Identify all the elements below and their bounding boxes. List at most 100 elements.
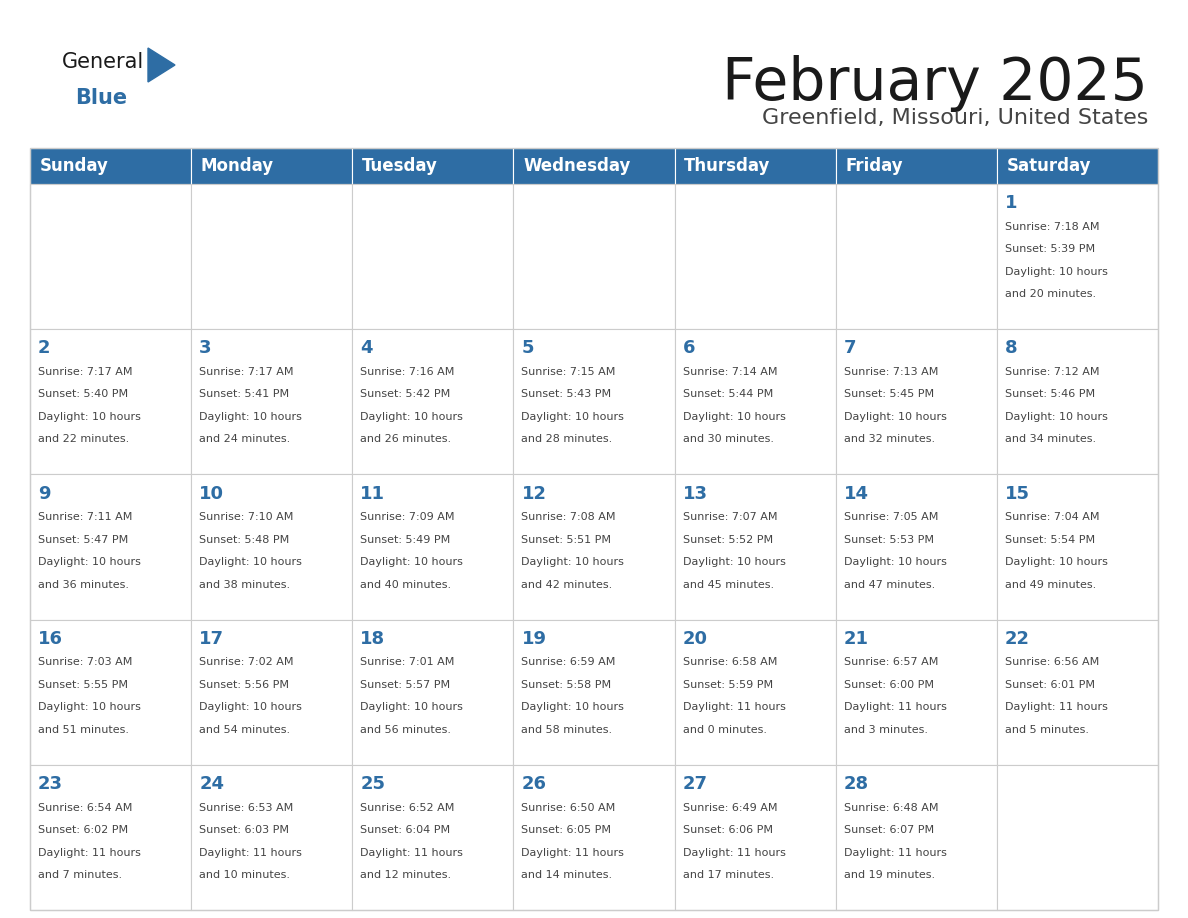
Text: and 28 minutes.: and 28 minutes.: [522, 434, 613, 444]
Text: and 7 minutes.: and 7 minutes.: [38, 870, 122, 880]
Text: and 22 minutes.: and 22 minutes.: [38, 434, 129, 444]
Text: Sunset: 5:41 PM: Sunset: 5:41 PM: [200, 389, 290, 399]
Text: Daylight: 10 hours: Daylight: 10 hours: [360, 412, 463, 422]
Text: February 2025: February 2025: [722, 55, 1148, 112]
Text: and 26 minutes.: and 26 minutes.: [360, 434, 451, 444]
Text: Daylight: 10 hours: Daylight: 10 hours: [1005, 267, 1107, 276]
Text: Sunrise: 7:15 AM: Sunrise: 7:15 AM: [522, 367, 615, 377]
Text: Sunrise: 6:52 AM: Sunrise: 6:52 AM: [360, 802, 455, 812]
Text: Daylight: 10 hours: Daylight: 10 hours: [683, 412, 785, 422]
Text: and 40 minutes.: and 40 minutes.: [360, 579, 451, 589]
Text: and 34 minutes.: and 34 minutes.: [1005, 434, 1097, 444]
Text: Daylight: 10 hours: Daylight: 10 hours: [38, 412, 141, 422]
Text: Tuesday: Tuesday: [362, 157, 438, 175]
Text: Daylight: 10 hours: Daylight: 10 hours: [843, 557, 947, 567]
Bar: [675, 620, 835, 765]
Bar: [513, 765, 675, 910]
Text: Sunset: 6:03 PM: Sunset: 6:03 PM: [200, 825, 289, 835]
Text: Greenfield, Missouri, United States: Greenfield, Missouri, United States: [762, 108, 1148, 128]
Text: 13: 13: [683, 485, 708, 502]
Text: Sunset: 6:05 PM: Sunset: 6:05 PM: [522, 825, 612, 835]
Bar: [191, 148, 353, 184]
Text: Sunrise: 7:18 AM: Sunrise: 7:18 AM: [1005, 222, 1099, 231]
Text: 17: 17: [200, 630, 225, 648]
Text: Daylight: 10 hours: Daylight: 10 hours: [360, 702, 463, 712]
Bar: [835, 765, 997, 910]
Text: 9: 9: [38, 485, 51, 502]
Text: Daylight: 11 hours: Daylight: 11 hours: [683, 702, 785, 712]
Text: Sunset: 6:06 PM: Sunset: 6:06 PM: [683, 825, 772, 835]
Text: and 51 minutes.: and 51 minutes.: [38, 725, 129, 735]
Text: Daylight: 10 hours: Daylight: 10 hours: [522, 702, 625, 712]
Text: and 14 minutes.: and 14 minutes.: [522, 870, 613, 880]
Text: and 36 minutes.: and 36 minutes.: [38, 579, 129, 589]
Text: Sunrise: 7:10 AM: Sunrise: 7:10 AM: [200, 512, 293, 522]
Text: Monday: Monday: [201, 157, 274, 175]
Text: 21: 21: [843, 630, 868, 648]
Text: Sunset: 5:40 PM: Sunset: 5:40 PM: [38, 389, 128, 399]
Bar: [353, 475, 513, 620]
Bar: [835, 184, 997, 330]
Bar: [353, 184, 513, 330]
Bar: [191, 620, 353, 765]
Text: 28: 28: [843, 775, 868, 793]
Bar: [30, 184, 191, 330]
Text: Daylight: 11 hours: Daylight: 11 hours: [843, 847, 947, 857]
Text: Thursday: Thursday: [684, 157, 771, 175]
Bar: [675, 184, 835, 330]
Text: 15: 15: [1005, 485, 1030, 502]
Bar: [675, 148, 835, 184]
Text: Sunrise: 7:17 AM: Sunrise: 7:17 AM: [38, 367, 133, 377]
Text: Sunset: 5:53 PM: Sunset: 5:53 PM: [843, 534, 934, 544]
Bar: [997, 620, 1158, 765]
Text: Daylight: 10 hours: Daylight: 10 hours: [1005, 412, 1107, 422]
Text: Sunrise: 7:17 AM: Sunrise: 7:17 AM: [200, 367, 293, 377]
Text: Daylight: 10 hours: Daylight: 10 hours: [200, 702, 302, 712]
Text: Sunrise: 7:05 AM: Sunrise: 7:05 AM: [843, 512, 939, 522]
Bar: [835, 620, 997, 765]
Text: and 30 minutes.: and 30 minutes.: [683, 434, 773, 444]
Text: Sunset: 5:59 PM: Sunset: 5:59 PM: [683, 680, 772, 689]
Text: Sunrise: 7:09 AM: Sunrise: 7:09 AM: [360, 512, 455, 522]
Text: Sunrise: 6:53 AM: Sunrise: 6:53 AM: [200, 802, 293, 812]
Text: 24: 24: [200, 775, 225, 793]
Text: Sunrise: 7:04 AM: Sunrise: 7:04 AM: [1005, 512, 1099, 522]
Text: Daylight: 11 hours: Daylight: 11 hours: [38, 847, 141, 857]
Text: Daylight: 11 hours: Daylight: 11 hours: [1005, 702, 1107, 712]
Text: Daylight: 10 hours: Daylight: 10 hours: [200, 557, 302, 567]
Text: Sunset: 5:39 PM: Sunset: 5:39 PM: [1005, 244, 1095, 254]
Bar: [30, 148, 1158, 910]
Text: and 0 minutes.: and 0 minutes.: [683, 725, 766, 735]
Text: Sunrise: 6:57 AM: Sunrise: 6:57 AM: [843, 657, 939, 667]
Text: 25: 25: [360, 775, 385, 793]
Text: Sunrise: 7:03 AM: Sunrise: 7:03 AM: [38, 657, 132, 667]
Text: Daylight: 10 hours: Daylight: 10 hours: [1005, 557, 1107, 567]
Text: and 12 minutes.: and 12 minutes.: [360, 870, 451, 880]
Bar: [513, 620, 675, 765]
Text: and 47 minutes.: and 47 minutes.: [843, 579, 935, 589]
Text: 26: 26: [522, 775, 546, 793]
Text: Sunset: 5:45 PM: Sunset: 5:45 PM: [843, 389, 934, 399]
Text: Sunrise: 7:12 AM: Sunrise: 7:12 AM: [1005, 367, 1099, 377]
Text: Daylight: 10 hours: Daylight: 10 hours: [200, 412, 302, 422]
Text: 20: 20: [683, 630, 708, 648]
Text: Daylight: 10 hours: Daylight: 10 hours: [843, 412, 947, 422]
Text: Sunset: 6:01 PM: Sunset: 6:01 PM: [1005, 680, 1095, 689]
Text: General: General: [62, 52, 144, 72]
Text: and 56 minutes.: and 56 minutes.: [360, 725, 451, 735]
Text: Sunset: 5:43 PM: Sunset: 5:43 PM: [522, 389, 612, 399]
Text: Sunset: 5:57 PM: Sunset: 5:57 PM: [360, 680, 450, 689]
Text: Daylight: 10 hours: Daylight: 10 hours: [360, 557, 463, 567]
Text: Sunrise: 6:49 AM: Sunrise: 6:49 AM: [683, 802, 777, 812]
Bar: [513, 184, 675, 330]
Text: 4: 4: [360, 340, 373, 357]
Text: and 58 minutes.: and 58 minutes.: [522, 725, 613, 735]
Text: and 32 minutes.: and 32 minutes.: [843, 434, 935, 444]
Text: Saturday: Saturday: [1006, 157, 1091, 175]
Bar: [30, 620, 191, 765]
Text: Sunset: 6:04 PM: Sunset: 6:04 PM: [360, 825, 450, 835]
Text: Daylight: 10 hours: Daylight: 10 hours: [38, 702, 141, 712]
Text: Sunrise: 7:02 AM: Sunrise: 7:02 AM: [200, 657, 293, 667]
Text: and 38 minutes.: and 38 minutes.: [200, 579, 290, 589]
Text: Daylight: 11 hours: Daylight: 11 hours: [200, 847, 302, 857]
